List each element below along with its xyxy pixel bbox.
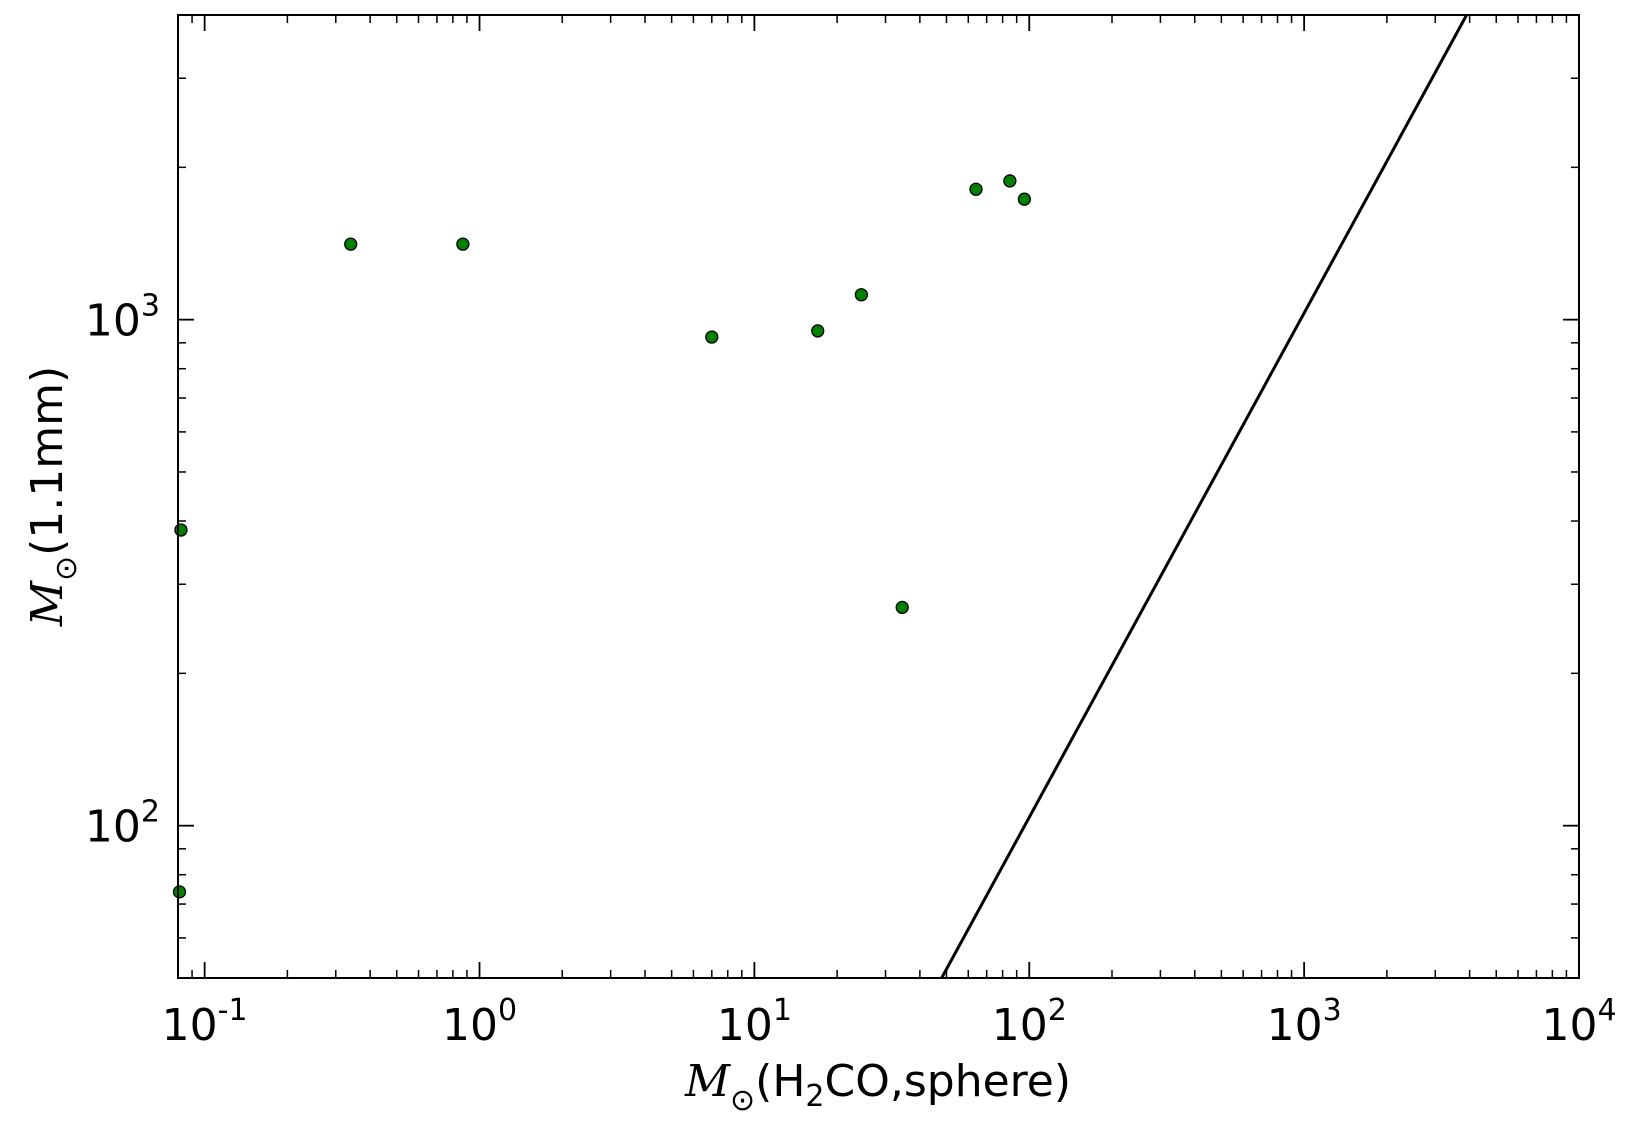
series-line-group (940, 14, 1468, 979)
x-tick-label: 102 (992, 993, 1067, 1051)
x-axis-label-symbol: M (684, 1056, 731, 1107)
data-point (172, 885, 187, 899)
x-tick-label-base: 10 (992, 1000, 1048, 1051)
data-point (456, 237, 470, 251)
data-point (1003, 174, 1017, 188)
x-tick-label-base: 10 (442, 1000, 498, 1051)
data-point (854, 288, 869, 302)
data-points (172, 174, 1032, 899)
x-tick-label-exp: 0 (498, 993, 517, 1028)
y-tick-label-base: 10 (85, 296, 141, 347)
x-tick-label-exp: 3 (1323, 993, 1342, 1028)
data-point (811, 324, 825, 338)
data-point (344, 237, 358, 251)
x-tick-label-exp: 1 (773, 993, 792, 1028)
x-tick-label: 100 (442, 993, 517, 1051)
data-point (895, 600, 909, 615)
x-tick-label-base: 10 (1267, 1000, 1323, 1051)
y-axis-label: M⊙(1.1mm) (22, 366, 84, 627)
y-axis-label-symbol: M (22, 580, 73, 627)
x-tick-label: 103 (1267, 993, 1342, 1051)
y-tick-label: 102 (85, 795, 160, 853)
data-point (174, 523, 188, 537)
y-tick-label: 103 (85, 289, 160, 347)
y-tick-label-exp: 2 (141, 795, 160, 830)
x-tick-label-base: 10 (717, 1000, 773, 1051)
x-tick-label: 10-1 (162, 993, 248, 1051)
x-tick-label: 104 (1541, 993, 1616, 1051)
x-axis-label-text: (H (755, 1056, 805, 1107)
y-tick-label-exp: 3 (141, 289, 160, 324)
plot-background (178, 15, 1579, 978)
x-axis-label-sub: ⊙ (730, 1083, 755, 1118)
minor-ticks (177, 14, 1579, 979)
x-axis-label: M⊙(H2CO,sphere) (684, 1056, 1071, 1118)
x-tick-label-base: 10 (162, 1000, 218, 1051)
x-tick-label-exp: -1 (218, 993, 248, 1028)
x-tick-labels: 10-1 100 101 102 103 104 (162, 993, 1617, 1051)
data-point (1017, 192, 1032, 206)
data-point (969, 182, 983, 196)
x-tick-label-base: 10 (1541, 1000, 1597, 1051)
y-tick-label-base: 10 (85, 802, 141, 853)
reference-line (940, 14, 1468, 979)
x-tick-label: 101 (717, 993, 792, 1051)
x-tick-label-exp: 2 (1048, 993, 1067, 1028)
y-axis-label-sub: ⊙ (49, 556, 84, 581)
x-axis-label-sub2: 2 (805, 1079, 824, 1114)
plot-frame (177, 14, 1580, 979)
y-axis-label-text: (1.1mm) (22, 366, 73, 556)
data-point (705, 330, 719, 344)
x-axis-label-text2: CO,sphere) (825, 1056, 1072, 1107)
x-tick-label-exp: 4 (1597, 993, 1616, 1028)
